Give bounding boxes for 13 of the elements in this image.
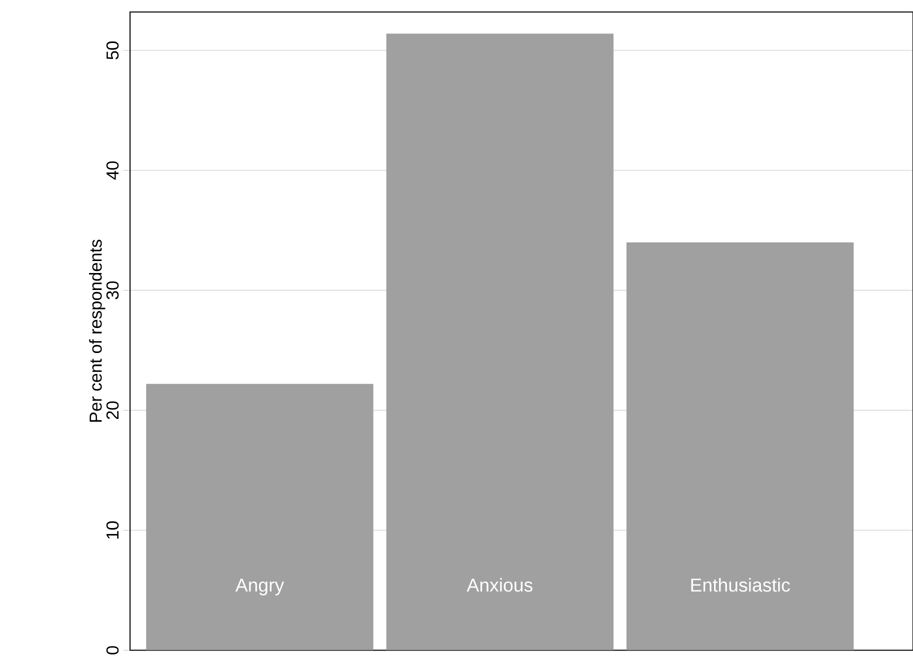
bar bbox=[626, 242, 854, 650]
y-axis-title: Per cent of respondents bbox=[89, 240, 106, 422]
x-tick-label: Enthusiastic bbox=[691, 578, 790, 592]
y-tick-label: 40 bbox=[106, 161, 119, 180]
x-tick-label: Anxious bbox=[466, 578, 532, 592]
bar bbox=[146, 384, 374, 650]
y-tick-label: 20 bbox=[106, 401, 119, 419]
y-tick-label: 50 bbox=[106, 41, 119, 60]
y-tick-label: 0 bbox=[106, 646, 119, 654]
x-tick-label: Angry bbox=[235, 578, 284, 596]
bar bbox=[386, 33, 614, 650]
y-tick-label: 10 bbox=[106, 521, 119, 538]
y-tick-label: 30 bbox=[106, 281, 119, 300]
